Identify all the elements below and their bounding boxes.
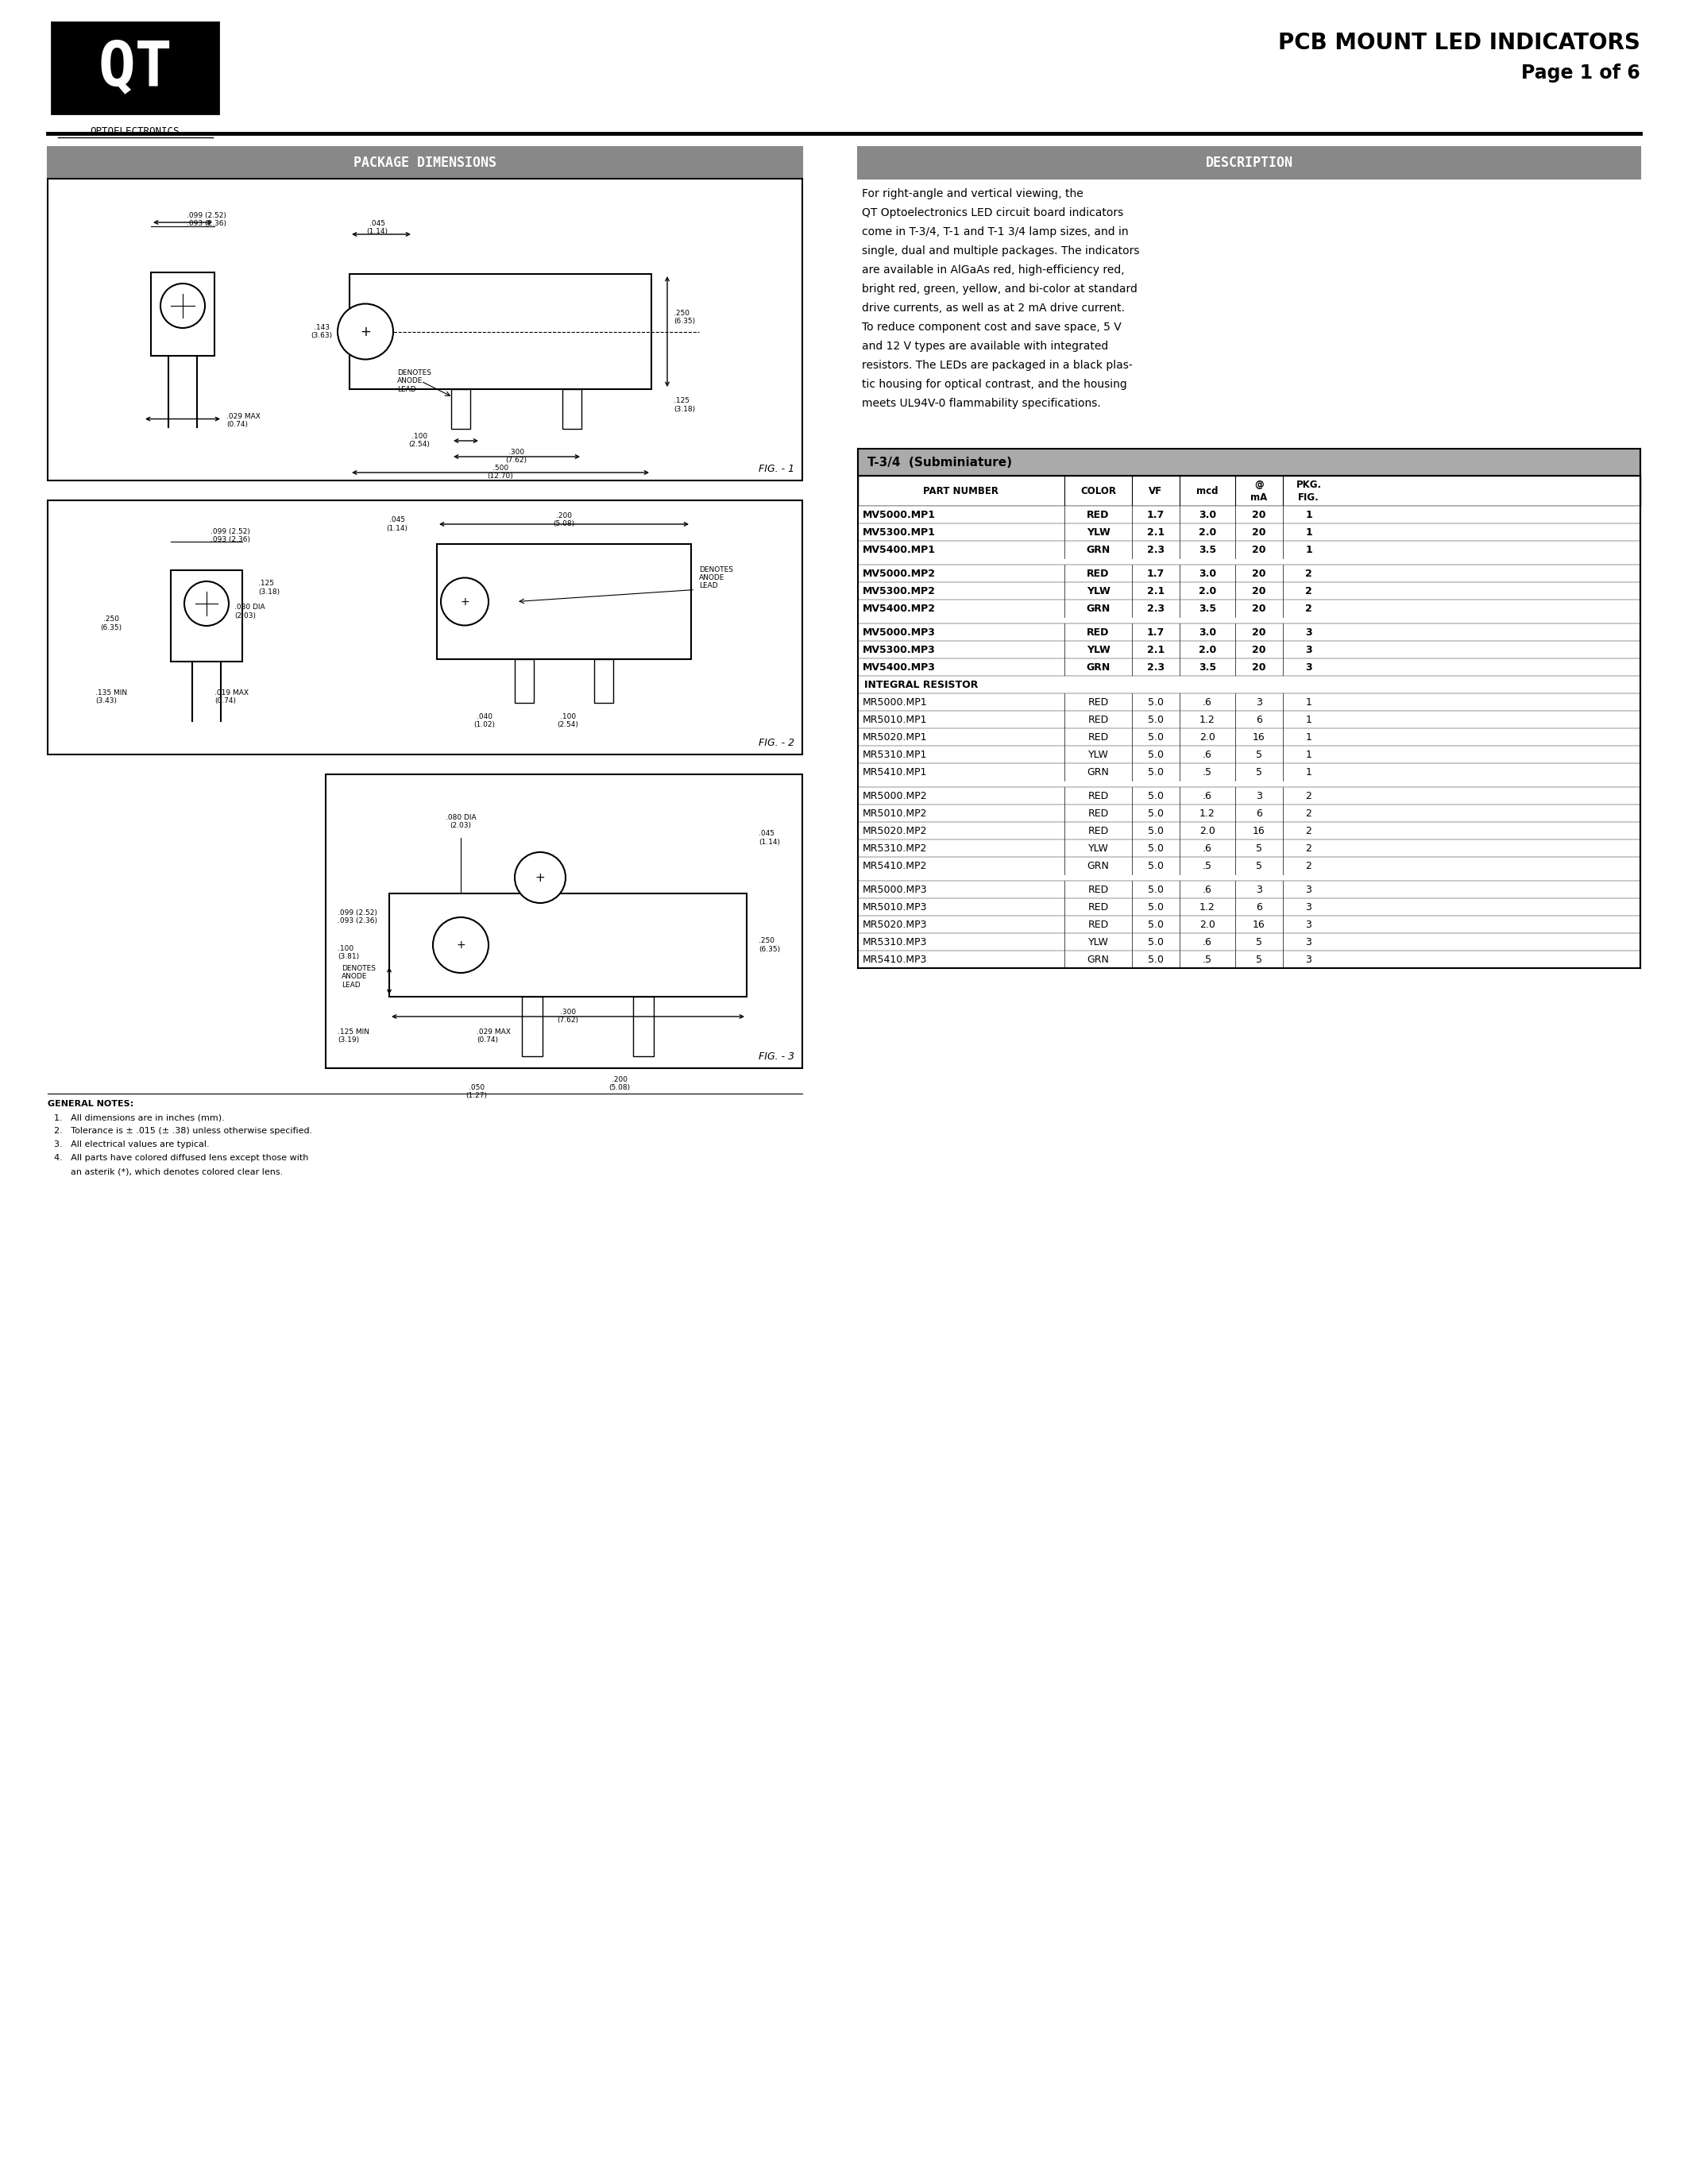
Bar xyxy=(858,950,1641,968)
Text: FIG. - 3: FIG. - 3 xyxy=(758,1051,795,1061)
Text: RED: RED xyxy=(1087,902,1109,913)
Text: 2.0: 2.0 xyxy=(1200,732,1215,743)
Text: 3: 3 xyxy=(1305,885,1312,895)
Text: PCB MOUNT LED INDICATORS: PCB MOUNT LED INDICATORS xyxy=(1278,33,1641,55)
Text: MR5020.MP1: MR5020.MP1 xyxy=(863,732,927,743)
Text: 5.0: 5.0 xyxy=(1148,860,1163,871)
Text: 3.5: 3.5 xyxy=(1198,603,1215,614)
Text: .099 (2.52)
.093 (2.36): .099 (2.52) .093 (2.36) xyxy=(211,529,250,544)
Text: YLW: YLW xyxy=(1089,937,1109,948)
Text: +: + xyxy=(360,325,371,339)
Text: 3: 3 xyxy=(1305,662,1312,673)
Text: MR5000.MP1: MR5000.MP1 xyxy=(863,697,927,708)
Bar xyxy=(858,507,1641,524)
Text: single, dual and multiple packages. The indicators: single, dual and multiple packages. The … xyxy=(863,245,1139,256)
Text: INTEGRAL RESISTOR: INTEGRAL RESISTOR xyxy=(864,679,977,690)
Text: .045
(1.14): .045 (1.14) xyxy=(366,221,388,236)
Text: MR5310.MP2: MR5310.MP2 xyxy=(863,843,927,854)
Text: 2.0: 2.0 xyxy=(1198,526,1217,537)
Text: 5.0: 5.0 xyxy=(1148,767,1163,778)
Text: 3: 3 xyxy=(1256,885,1263,895)
Bar xyxy=(858,583,1641,601)
Text: .200
(5.08): .200 (5.08) xyxy=(554,513,574,529)
Text: 2: 2 xyxy=(1305,826,1312,836)
Text: .250
(6.35): .250 (6.35) xyxy=(674,310,695,325)
Text: YLW: YLW xyxy=(1089,843,1109,854)
Text: 5.0: 5.0 xyxy=(1148,902,1163,913)
Text: MR5010.MP1: MR5010.MP1 xyxy=(863,714,927,725)
Bar xyxy=(47,179,802,480)
Bar xyxy=(858,675,1641,692)
Text: .6: .6 xyxy=(1202,937,1212,948)
Text: 2.0: 2.0 xyxy=(1198,585,1217,596)
Text: 3.0: 3.0 xyxy=(1198,509,1215,520)
Bar xyxy=(858,762,1641,780)
Text: .050
(1.27): .050 (1.27) xyxy=(466,1083,488,1099)
Bar xyxy=(562,389,581,428)
Bar xyxy=(858,898,1641,915)
Text: .040
(1.02): .040 (1.02) xyxy=(474,714,495,729)
Text: 1: 1 xyxy=(1305,749,1312,760)
Text: MV5000.MP1: MV5000.MP1 xyxy=(863,509,935,520)
Text: For right-angle and vertical viewing, the: For right-angle and vertical viewing, th… xyxy=(863,188,1084,199)
Text: .5: .5 xyxy=(1202,767,1212,778)
Bar xyxy=(858,657,1641,675)
Text: .029 MAX
(0.74): .029 MAX (0.74) xyxy=(476,1029,511,1044)
Text: PACKAGE DIMENSIONS: PACKAGE DIMENSIONS xyxy=(353,155,496,170)
Text: .6: .6 xyxy=(1202,885,1212,895)
Text: @: @ xyxy=(1254,478,1264,489)
Bar xyxy=(858,622,1641,640)
Text: RED: RED xyxy=(1087,627,1109,638)
Text: RED: RED xyxy=(1087,808,1109,819)
Bar xyxy=(858,880,1641,898)
Text: .125 MIN
(3.19): .125 MIN (3.19) xyxy=(338,1029,370,1044)
Bar xyxy=(390,893,746,996)
Bar xyxy=(47,500,802,753)
Text: FIG. - 2: FIG. - 2 xyxy=(758,738,795,749)
Text: 3.5: 3.5 xyxy=(1198,662,1215,673)
Text: .125
(3.18): .125 (3.18) xyxy=(674,397,695,413)
Text: .045
(1.14): .045 (1.14) xyxy=(387,515,408,533)
Text: 1.2: 1.2 xyxy=(1200,714,1215,725)
Text: .125
(3.18): .125 (3.18) xyxy=(258,581,280,596)
Text: MV5400.MP3: MV5400.MP3 xyxy=(863,662,935,673)
Text: MV5300.MP1: MV5300.MP1 xyxy=(863,526,935,537)
Text: and 12 V types are available with integrated: and 12 V types are available with integr… xyxy=(863,341,1109,352)
Text: 2.1: 2.1 xyxy=(1146,585,1165,596)
Circle shape xyxy=(338,304,393,360)
Bar xyxy=(594,660,613,703)
Text: YLW: YLW xyxy=(1089,749,1109,760)
Text: 5.0: 5.0 xyxy=(1148,697,1163,708)
Text: MV5000.MP3: MV5000.MP3 xyxy=(863,627,935,638)
Text: Page 1 of 6: Page 1 of 6 xyxy=(1521,63,1641,83)
Circle shape xyxy=(515,852,565,902)
Bar xyxy=(858,915,1641,933)
Text: T-3/4  (Subminiature): T-3/4 (Subminiature) xyxy=(868,456,1013,467)
Text: .5: .5 xyxy=(1202,954,1212,965)
Text: 5: 5 xyxy=(1256,860,1263,871)
Text: MR5410.MP2: MR5410.MP2 xyxy=(863,860,927,871)
Text: 20: 20 xyxy=(1252,644,1266,655)
Text: RED: RED xyxy=(1087,714,1109,725)
Bar xyxy=(633,996,653,1057)
Text: 2.0: 2.0 xyxy=(1200,826,1215,836)
Text: are available in AlGaAs red, high-efficiency red,: are available in AlGaAs red, high-effici… xyxy=(863,264,1124,275)
Text: .100
(3.81): .100 (3.81) xyxy=(338,946,360,961)
Bar xyxy=(522,996,542,1057)
Text: 20: 20 xyxy=(1252,603,1266,614)
Text: GRN: GRN xyxy=(1085,603,1111,614)
Bar xyxy=(858,146,1641,179)
Text: bright red, green, yellow, and bi-color at standard: bright red, green, yellow, and bi-color … xyxy=(863,284,1138,295)
Text: MR5310.MP1: MR5310.MP1 xyxy=(863,749,927,760)
Text: 2.3: 2.3 xyxy=(1148,544,1165,555)
Bar xyxy=(858,566,1641,583)
Text: 6: 6 xyxy=(1256,808,1263,819)
Text: 5: 5 xyxy=(1256,767,1263,778)
Text: 20: 20 xyxy=(1252,568,1266,579)
Text: +: + xyxy=(461,596,469,607)
Text: MR5020.MP2: MR5020.MP2 xyxy=(863,826,927,836)
Text: 1: 1 xyxy=(1305,767,1312,778)
Text: MR5410.MP1: MR5410.MP1 xyxy=(863,767,927,778)
Bar xyxy=(858,727,1641,745)
Text: PKG.: PKG. xyxy=(1296,478,1322,489)
